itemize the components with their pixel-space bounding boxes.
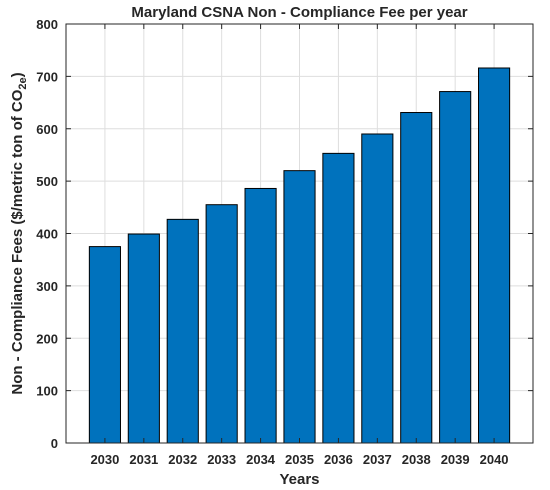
y-tick-label: 300 [36, 279, 58, 294]
x-tick-label: 2040 [480, 452, 509, 467]
bar-2039 [439, 91, 472, 444]
y-axis-label-subscript: 2e [17, 77, 29, 89]
y-axis-label-main: Non - Compliance Fees ($/metric ton of C… [9, 89, 26, 394]
x-tick-label: 2033 [207, 452, 236, 467]
x-tick-label: 2039 [441, 452, 470, 467]
y-axis-label: Non - Compliance Fees ($/metric ton of C… [9, 72, 29, 394]
y-tick-label: 500 [36, 174, 58, 189]
y-tick-label: 700 [36, 69, 58, 84]
bars [88, 67, 511, 444]
bar-2030 [88, 246, 121, 444]
x-tick-label: 2030 [90, 452, 119, 467]
y-tick-label: 400 [36, 227, 58, 242]
y-tick-label: 600 [36, 122, 58, 137]
bar-2033 [205, 204, 238, 444]
y-tick-label: 200 [36, 331, 58, 346]
x-tick-label: 2031 [129, 452, 158, 467]
x-axis-label: Years [279, 471, 319, 488]
bar-2032 [166, 218, 199, 444]
y-tick-label: 100 [36, 384, 58, 399]
y-axis-label-suffix: ) [9, 72, 26, 77]
bar-2031 [127, 233, 160, 444]
bar-2036 [322, 152, 355, 444]
chart-title: Maryland CSNA Non - Compliance Fee per y… [131, 4, 467, 21]
bar-2037 [361, 133, 394, 444]
x-tick-label: 2037 [363, 452, 392, 467]
tick-marks [66, 23, 533, 444]
bar-2040 [478, 67, 511, 444]
x-tick-label: 2032 [168, 452, 197, 467]
x-tick-label: 2034 [246, 452, 276, 467]
x-tick-label: 2038 [402, 452, 431, 467]
bar-2035 [283, 170, 316, 444]
bar-2034 [244, 187, 277, 444]
x-tick-labels: 2030 2031 2032 2033 2034 2035 2036 2037 2038 2039… [90, 452, 508, 467]
y-tick-labels: 0 100 200 300 400 500 600 700 800 [36, 17, 58, 451]
x-tick-label: 2035 [285, 452, 314, 467]
y-tick-label: 800 [36, 17, 58, 32]
x-tick-label: 2036 [324, 452, 353, 467]
y-tick-label: 0 [51, 436, 58, 451]
bar-2038 [400, 112, 433, 444]
